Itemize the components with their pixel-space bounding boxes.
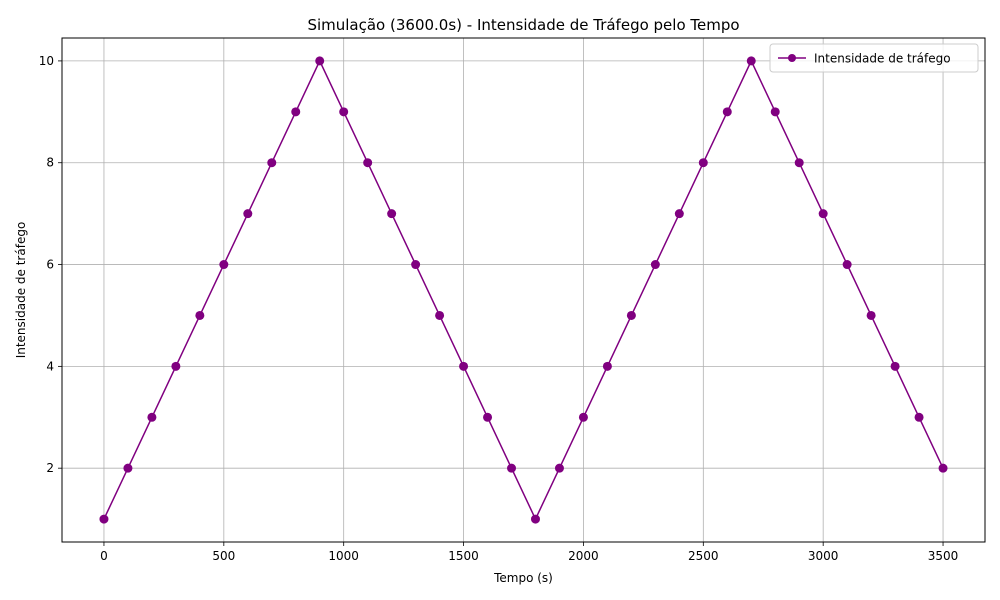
y-tick-label: 4 [46, 359, 54, 373]
data-point [794, 158, 804, 168]
x-axis-label: Tempo (s) [493, 571, 553, 585]
x-tick-label: 1000 [328, 549, 359, 563]
data-point [626, 310, 636, 320]
data-point [890, 361, 900, 371]
x-tick-label: 0 [100, 549, 108, 563]
data-point [435, 310, 445, 320]
data-point [842, 260, 852, 270]
legend-marker [788, 54, 796, 62]
chart-title: Simulação (3600.0s) - Intensidade de Trá… [307, 16, 739, 34]
data-point [914, 412, 924, 422]
legend: Intensidade de tráfego [769, 43, 979, 73]
grid-lines [62, 38, 985, 542]
y-tick-label: 8 [46, 156, 54, 170]
data-point [315, 56, 325, 66]
data-point [339, 107, 349, 117]
series-line [103, 59, 944, 521]
data-point [243, 209, 253, 219]
plot-frame [61, 37, 986, 543]
data-point [770, 107, 780, 117]
data-point [650, 260, 660, 270]
data-point [147, 412, 157, 422]
data-point [459, 361, 469, 371]
x-tick-label: 2000 [568, 549, 599, 563]
data-point [267, 158, 277, 168]
data-point [602, 361, 612, 371]
data-point [483, 412, 493, 422]
data-point [722, 107, 732, 117]
data-point [818, 209, 828, 219]
data-point [99, 514, 109, 524]
x-tick-label: 2500 [688, 549, 719, 563]
data-point [507, 463, 517, 473]
x-tick-label: 3000 [808, 549, 839, 563]
data-point [411, 260, 421, 270]
y-axis-label: Intensidade de tráfego [14, 222, 28, 359]
data-point [674, 209, 684, 219]
data-point [746, 56, 756, 66]
data-point [938, 463, 948, 473]
data-point [219, 260, 229, 270]
x-tick-label: 3500 [928, 549, 959, 563]
y-tick-label: 2 [46, 461, 54, 475]
data-point [387, 209, 397, 219]
y-tick-label: 10 [39, 54, 54, 68]
legend-box [769, 43, 979, 73]
legend-entry-label: Intensidade de tráfego [814, 52, 951, 66]
data-point [195, 310, 205, 320]
x-tick-label: 1500 [448, 549, 479, 563]
data-point [123, 463, 133, 473]
series-layer [99, 56, 948, 524]
data-point [530, 514, 540, 524]
data-point [291, 107, 301, 117]
data-point [554, 463, 564, 473]
y-tick-label: 6 [46, 258, 54, 272]
data-point [171, 361, 181, 371]
x-axis-ticks: 0 500 1000 1500 2000 2500 3000 3500 [100, 542, 958, 563]
x-tick-label: 500 [212, 549, 235, 563]
data-point [363, 158, 373, 168]
data-point [578, 412, 588, 422]
data-point [698, 158, 708, 168]
y-axis-ticks: 2 4 6 8 10 [39, 54, 62, 475]
data-point [866, 310, 876, 320]
